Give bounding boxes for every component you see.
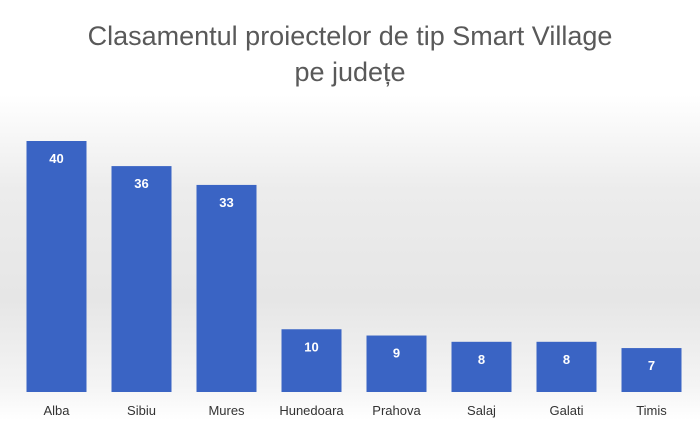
data-label-sibiu: 36 — [134, 176, 148, 191]
bar-mures — [196, 184, 257, 392]
data-label-salaj: 8 — [478, 352, 485, 367]
bar-hunedoara — [281, 329, 342, 392]
category-label-prahova: Prahova — [372, 403, 421, 418]
chart-title-line-2: pe județe — [294, 57, 406, 87]
bar-prahova — [366, 335, 427, 392]
category-label-hunedoara: Hunedoara — [279, 403, 344, 418]
category-label-timis: Timis — [636, 403, 667, 418]
bar-alba — [26, 141, 87, 392]
bar-sibiu — [111, 166, 172, 392]
data-label-mures: 33 — [219, 195, 233, 210]
bar-galati — [536, 341, 597, 392]
data-label-galati: 8 — [563, 352, 570, 367]
data-label-alba: 40 — [49, 151, 63, 166]
category-label-salaj: Salaj — [467, 403, 496, 418]
category-label-alba: Alba — [43, 403, 70, 418]
chart-title: Clasamentul proiectelor de tip Smart Vil… — [0, 18, 700, 90]
data-label-hunedoara: 10 — [304, 339, 318, 354]
data-label-timis: 7 — [648, 358, 655, 373]
category-label-sibiu: Sibiu — [127, 403, 156, 418]
bar-timis — [621, 348, 682, 392]
chart-title-line-1: Clasamentul proiectelor de tip Smart Vil… — [87, 21, 613, 51]
bar-salaj — [451, 341, 512, 392]
category-label-galati: Galati — [550, 403, 584, 418]
category-label-mures: Mures — [208, 403, 245, 418]
data-label-prahova: 9 — [393, 346, 400, 361]
